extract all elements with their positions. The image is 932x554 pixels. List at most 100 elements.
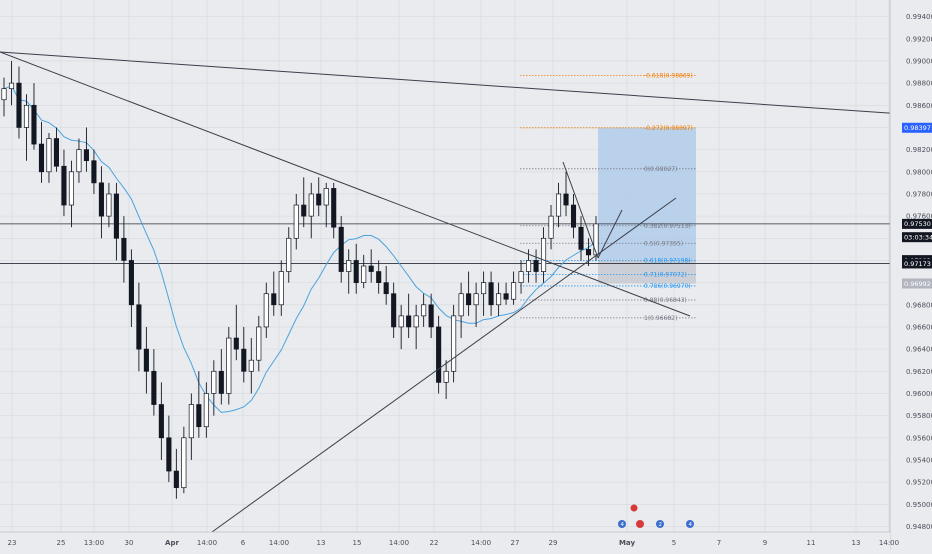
time-tick: 29 <box>549 539 558 547</box>
fib-label: 0.618(0.97198) <box>644 258 691 265</box>
candles <box>1 60 599 499</box>
candle-body <box>241 348 247 372</box>
candle-body <box>128 260 134 306</box>
candle-body <box>451 315 457 372</box>
price-axis[interactable]: 0.994000.992000.990000.988000.986000.984… <box>889 0 932 550</box>
stop-zone <box>598 260 696 284</box>
candle-body <box>555 193 562 217</box>
projection-line-a[interactable] <box>562 161 599 259</box>
price-tag-text: 0.98397 <box>904 124 931 132</box>
event-markers[interactable]: 4 2 4 <box>618 504 694 529</box>
time-tick: May <box>619 539 635 547</box>
time-tick: 14:00 <box>269 539 289 547</box>
price-tag-text: 03:03:34 <box>904 233 932 241</box>
candle-body <box>578 226 584 250</box>
candle-body <box>76 149 82 173</box>
candle-body <box>443 370 449 383</box>
candle-body <box>286 237 292 272</box>
time-tick: 27 <box>511 539 520 547</box>
candle-body <box>338 226 344 272</box>
candle-body <box>233 337 239 350</box>
time-tick: 23 <box>8 539 17 547</box>
event-alert-icon[interactable] <box>630 504 638 512</box>
event-flag-icon[interactable] <box>686 520 694 528</box>
candle-body <box>488 282 494 306</box>
time-tick: Apr <box>165 539 179 547</box>
profit-zone <box>598 127 696 261</box>
candle-body <box>540 237 547 272</box>
price-tag[interactable] <box>902 218 932 229</box>
candle-body <box>481 282 487 295</box>
moving-average <box>3 85 597 413</box>
descending-trendline[interactable] <box>0 51 691 317</box>
candle-body <box>263 293 269 328</box>
time-axis-bg <box>0 532 890 550</box>
candle-body <box>593 223 599 256</box>
time-tick: 14:00 <box>389 539 409 547</box>
time-tick: 13 <box>852 539 861 547</box>
candle-body <box>8 82 15 90</box>
time-tick: 25 <box>57 539 66 547</box>
fib-label: 0.382(0.97513) <box>644 223 691 230</box>
candle-body <box>106 193 112 217</box>
projection-line-b[interactable] <box>597 209 623 259</box>
fib-label: 0.5(0.97355) <box>644 240 683 247</box>
candle-body <box>91 160 97 184</box>
candle-body <box>278 271 284 306</box>
time-tick: 5 <box>672 539 676 547</box>
candle-body <box>383 282 389 295</box>
candle-body <box>421 304 427 317</box>
candle-body <box>203 393 209 428</box>
candle-body <box>271 293 277 306</box>
price-tag[interactable] <box>902 232 932 243</box>
candle-body <box>353 260 359 283</box>
candle-body <box>496 293 502 306</box>
candle-body <box>301 204 307 217</box>
price-tag[interactable] <box>902 278 932 289</box>
candle-body <box>458 293 464 317</box>
candle-body <box>31 104 37 145</box>
candle-body <box>196 404 202 428</box>
time-axis[interactable]: 23 25 13:00 30 Apr 14:00 6 14:00 13 15 14:00 22 14:0… <box>0 531 899 550</box>
candle-body <box>361 265 367 283</box>
candle-body <box>391 293 397 328</box>
candle-body <box>585 249 592 256</box>
candle-body <box>188 404 194 439</box>
candle-body <box>38 143 45 173</box>
plot-background <box>0 0 890 532</box>
event-count: 2 <box>659 522 663 528</box>
trendlines[interactable] <box>0 51 932 533</box>
price-tag[interactable] <box>902 258 932 269</box>
candle-body <box>406 315 412 328</box>
event-flag-icon[interactable] <box>636 520 644 528</box>
resistance-trendline[interactable] <box>0 51 932 117</box>
candle-body <box>413 315 419 328</box>
price-tag[interactable] <box>902 122 932 133</box>
candle-body <box>526 260 532 272</box>
target-zone <box>598 127 696 284</box>
price-tag-text: 0.97530 <box>904 220 931 228</box>
candle-body <box>173 470 179 489</box>
candle-body <box>211 370 217 394</box>
candle-body <box>121 237 127 261</box>
time-tick: 9 <box>763 539 767 547</box>
event-flag-icon[interactable] <box>618 520 626 528</box>
event-flag-icon[interactable] <box>656 520 664 528</box>
ascending-trendline[interactable] <box>211 197 677 533</box>
candle-body <box>473 293 479 306</box>
candle-body <box>256 326 262 361</box>
candle-body <box>151 370 157 405</box>
ma-line <box>3 85 597 413</box>
fib-label: 0.71(0.97072) <box>644 272 687 279</box>
